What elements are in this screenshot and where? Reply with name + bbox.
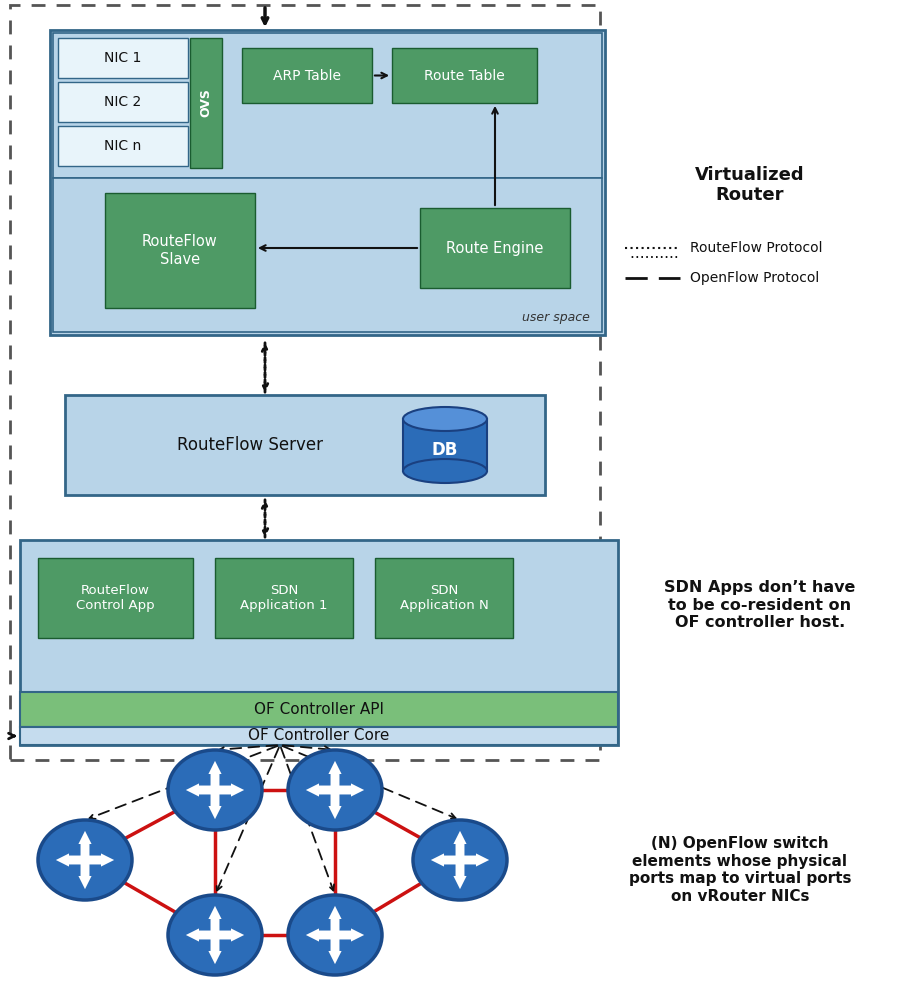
Bar bbox=[190, 38, 221, 168]
Bar bbox=[20, 727, 618, 745]
FancyArrow shape bbox=[209, 790, 221, 819]
Bar bbox=[53, 178, 601, 332]
FancyArrow shape bbox=[209, 761, 221, 790]
Text: RouteFlow
Slave: RouteFlow Slave bbox=[142, 234, 218, 267]
Ellipse shape bbox=[168, 750, 262, 830]
Text: NIC 2: NIC 2 bbox=[104, 95, 142, 109]
FancyArrow shape bbox=[186, 928, 215, 942]
Bar bbox=[215, 558, 353, 638]
Ellipse shape bbox=[403, 407, 486, 431]
FancyArrow shape bbox=[305, 783, 335, 797]
Bar bbox=[391, 48, 537, 103]
Bar bbox=[38, 558, 193, 638]
Bar bbox=[20, 540, 618, 745]
Text: RouteFlow Server: RouteFlow Server bbox=[176, 436, 323, 454]
Ellipse shape bbox=[168, 895, 262, 975]
Text: NIC n: NIC n bbox=[104, 139, 142, 153]
Bar bbox=[20, 692, 618, 727]
Ellipse shape bbox=[288, 895, 381, 975]
Bar bbox=[242, 48, 371, 103]
FancyArrow shape bbox=[328, 935, 341, 964]
FancyArrow shape bbox=[335, 928, 364, 942]
FancyArrow shape bbox=[453, 831, 466, 860]
FancyArrow shape bbox=[453, 860, 466, 889]
Text: Route Engine: Route Engine bbox=[446, 240, 543, 255]
FancyArrow shape bbox=[215, 783, 244, 797]
Bar bbox=[58, 38, 187, 78]
FancyArrow shape bbox=[328, 906, 341, 935]
Text: ARP Table: ARP Table bbox=[273, 68, 341, 83]
FancyArrow shape bbox=[215, 928, 244, 942]
FancyArrow shape bbox=[186, 783, 215, 797]
FancyArrow shape bbox=[328, 761, 341, 790]
Text: (N) OpenFlow switch
elements whose physical
ports map to virtual ports
on vRoute: (N) OpenFlow switch elements whose physi… bbox=[628, 836, 850, 904]
Bar bbox=[10, 5, 599, 760]
FancyArrow shape bbox=[85, 853, 114, 867]
Text: RouteFlow
Control App: RouteFlow Control App bbox=[76, 584, 154, 612]
Text: DB: DB bbox=[431, 441, 458, 459]
FancyArrow shape bbox=[328, 790, 341, 819]
Text: SDN Apps don’t have
to be co-resident on
OF controller host.: SDN Apps don’t have to be co-resident on… bbox=[664, 580, 855, 630]
Text: Virtualized
Router: Virtualized Router bbox=[695, 166, 804, 204]
Bar bbox=[65, 395, 544, 495]
Ellipse shape bbox=[413, 820, 506, 900]
Text: OF Controller API: OF Controller API bbox=[254, 702, 383, 717]
Bar bbox=[420, 208, 570, 288]
FancyArrow shape bbox=[430, 853, 460, 867]
Text: OpenFlow Protocol: OpenFlow Protocol bbox=[689, 271, 818, 285]
FancyArrow shape bbox=[209, 906, 221, 935]
FancyArrow shape bbox=[305, 928, 335, 942]
FancyArrow shape bbox=[335, 783, 364, 797]
Text: Route Table: Route Table bbox=[424, 68, 505, 83]
Text: ..........: .......... bbox=[630, 245, 683, 260]
Text: OF Controller Core: OF Controller Core bbox=[248, 728, 390, 744]
Text: NIC 1: NIC 1 bbox=[104, 51, 142, 65]
Ellipse shape bbox=[403, 459, 486, 483]
FancyArrow shape bbox=[209, 935, 221, 964]
Ellipse shape bbox=[38, 820, 131, 900]
Text: RouteFlow Protocol: RouteFlow Protocol bbox=[689, 241, 822, 255]
Bar bbox=[58, 126, 187, 166]
FancyArrow shape bbox=[460, 853, 489, 867]
FancyArrow shape bbox=[78, 860, 92, 889]
Bar bbox=[375, 558, 513, 638]
Ellipse shape bbox=[288, 750, 381, 830]
Text: user space: user space bbox=[522, 310, 589, 324]
Bar bbox=[403, 419, 486, 471]
Text: OVS: OVS bbox=[199, 89, 212, 117]
Bar bbox=[50, 30, 605, 335]
Text: SDN
Application 1: SDN Application 1 bbox=[240, 584, 327, 612]
Bar bbox=[58, 82, 187, 122]
Bar bbox=[53, 33, 601, 178]
Bar bbox=[105, 193, 255, 308]
Text: SDN
Application N: SDN Application N bbox=[399, 584, 488, 612]
FancyArrow shape bbox=[56, 853, 85, 867]
FancyArrow shape bbox=[78, 831, 92, 860]
